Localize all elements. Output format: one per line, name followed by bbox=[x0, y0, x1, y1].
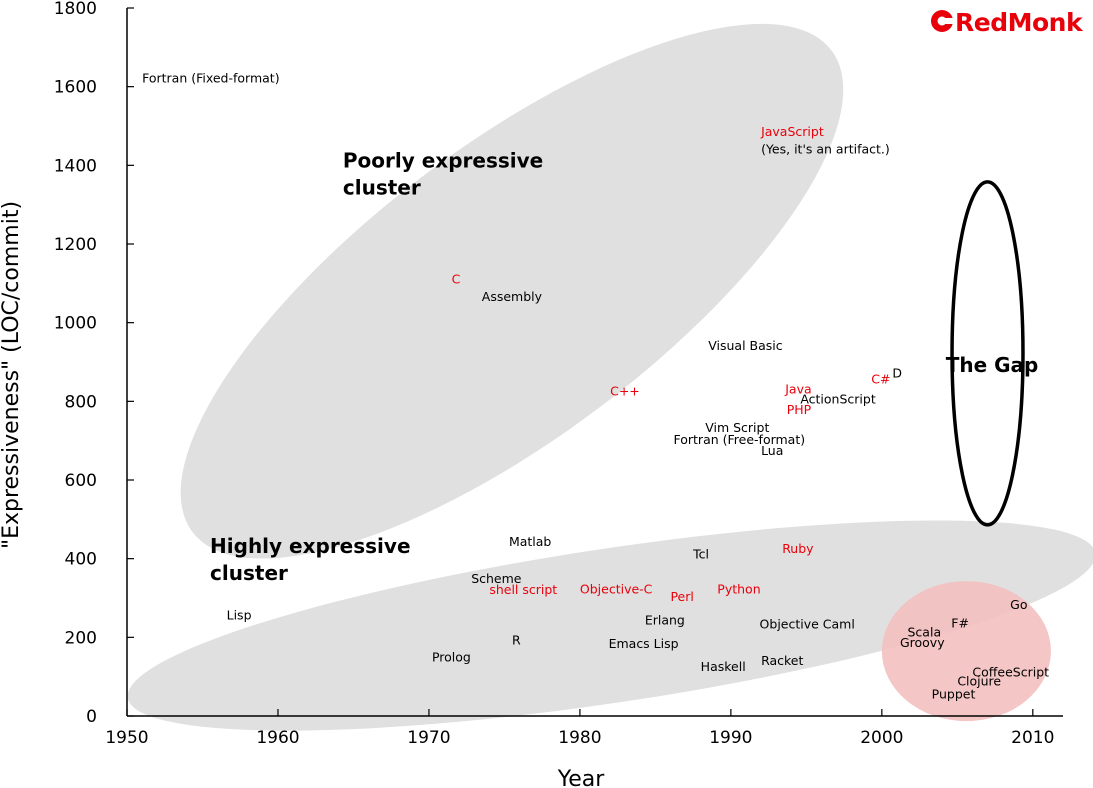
data-point-label: Perl bbox=[670, 589, 693, 604]
y-tick-label: 1600 bbox=[54, 78, 97, 98]
data-point-label: Assembly bbox=[482, 289, 543, 304]
data-point-label: Lisp bbox=[227, 608, 252, 623]
cluster-layer bbox=[127, 23, 1093, 731]
data-point-label: Erlang bbox=[645, 613, 685, 628]
data-point-label: Visual Basic bbox=[708, 338, 783, 353]
data-point-label: JavaScript bbox=[760, 124, 824, 139]
data-point-label: Objective-C bbox=[580, 581, 653, 596]
data-point-label: CoffeeScript bbox=[972, 665, 1049, 680]
data-point-label: Go bbox=[1010, 597, 1027, 612]
x-tick-label: 1960 bbox=[256, 728, 299, 748]
data-point-label: C++ bbox=[610, 383, 640, 398]
cluster-label: Poorly expressive bbox=[343, 148, 543, 172]
redmonk-icon bbox=[931, 10, 953, 32]
highly-expressive-cluster-ellipse bbox=[127, 520, 1093, 731]
data-point-label: Tcl bbox=[692, 547, 709, 562]
y-tick-label: 400 bbox=[65, 550, 97, 570]
x-axis-title: Year bbox=[557, 767, 606, 788]
data-point-label: Scheme bbox=[471, 571, 522, 586]
y-tick-label: 800 bbox=[65, 392, 97, 412]
y-tick-label: 1800 bbox=[54, 0, 97, 19]
data-point-label: Clojure bbox=[957, 673, 1001, 688]
cluster-label: The Gap bbox=[946, 353, 1039, 377]
data-point-label: PHP bbox=[787, 402, 812, 417]
data-point-label: ActionScript bbox=[800, 391, 876, 406]
data-point-label: Vim Script bbox=[705, 420, 769, 435]
data-point-label: Scala bbox=[908, 625, 942, 640]
data-point-label: Ruby bbox=[782, 541, 814, 556]
data-point-label: Haskell bbox=[701, 659, 746, 674]
x-tick-label: 1970 bbox=[407, 728, 450, 748]
data-point-label: R bbox=[512, 632, 521, 647]
the-gap-ellipse bbox=[950, 180, 1025, 527]
data-point-label: Puppet bbox=[932, 686, 976, 701]
data-point-label: Fortran (Fixed-format) bbox=[142, 71, 280, 86]
cluster-label-layer: Poorly expressive cluster Highly expressiv… bbox=[210, 148, 1038, 584]
y-tick-label: 1400 bbox=[54, 156, 97, 176]
data-point-label: F# bbox=[951, 616, 969, 631]
y-axis-title: "Expressiveness" (LOC/commit) bbox=[0, 201, 24, 549]
data-point-label: Fortran (Free-format) bbox=[674, 432, 806, 447]
data-point-label: Groovy bbox=[900, 635, 945, 650]
data-point-label: Java bbox=[784, 381, 811, 396]
x-tick-label: 1980 bbox=[558, 728, 601, 748]
x-tick-label: 2000 bbox=[860, 728, 903, 748]
data-point-label: shell script bbox=[489, 582, 557, 597]
data-point-label: (Yes, it's an artifact.) bbox=[761, 142, 890, 157]
y-tick-label: 0 bbox=[86, 707, 97, 727]
x-tick-label: 1990 bbox=[709, 728, 752, 748]
cluster-label: cluster bbox=[343, 175, 421, 199]
poorly-expressive-cluster-ellipse bbox=[180, 23, 844, 559]
redmonk-logo: RedMonk bbox=[931, 8, 1084, 37]
y-tick-label: 200 bbox=[65, 628, 97, 648]
data-point-label: C# bbox=[871, 372, 890, 387]
y-tick-label: 1200 bbox=[54, 235, 97, 255]
data-point-label: Objective Caml bbox=[760, 617, 855, 632]
brand-name: RedMonk bbox=[955, 8, 1084, 37]
tick-layer: 1950 1960 1970 1980 1990 2000 2010 0 200 400 600 80… bbox=[54, 0, 1055, 748]
data-point-label: Racket bbox=[761, 653, 803, 668]
data-point-label: Lua bbox=[761, 443, 783, 458]
data-point-label: D bbox=[892, 366, 902, 381]
x-tick-label: 1950 bbox=[105, 728, 148, 748]
axes bbox=[126, 8, 1063, 717]
modern-languages-ellipse bbox=[881, 581, 1051, 722]
data-point-label: Emacs Lisp bbox=[609, 636, 679, 651]
point-layer: Fortran (Fixed-format) JavaScript (Yes, it… bbox=[142, 71, 1049, 702]
data-point-label: Python bbox=[717, 581, 760, 596]
data-point-label: Matlab bbox=[509, 534, 551, 549]
cluster-label: cluster bbox=[210, 561, 288, 585]
y-tick-label: 600 bbox=[65, 471, 97, 491]
data-point-label: C bbox=[452, 271, 461, 286]
x-tick-label: 2010 bbox=[1011, 728, 1054, 748]
cluster-label: Highly expressive bbox=[210, 534, 410, 558]
data-point-label: Prolog bbox=[432, 650, 471, 665]
y-tick-label: 1000 bbox=[54, 314, 97, 334]
